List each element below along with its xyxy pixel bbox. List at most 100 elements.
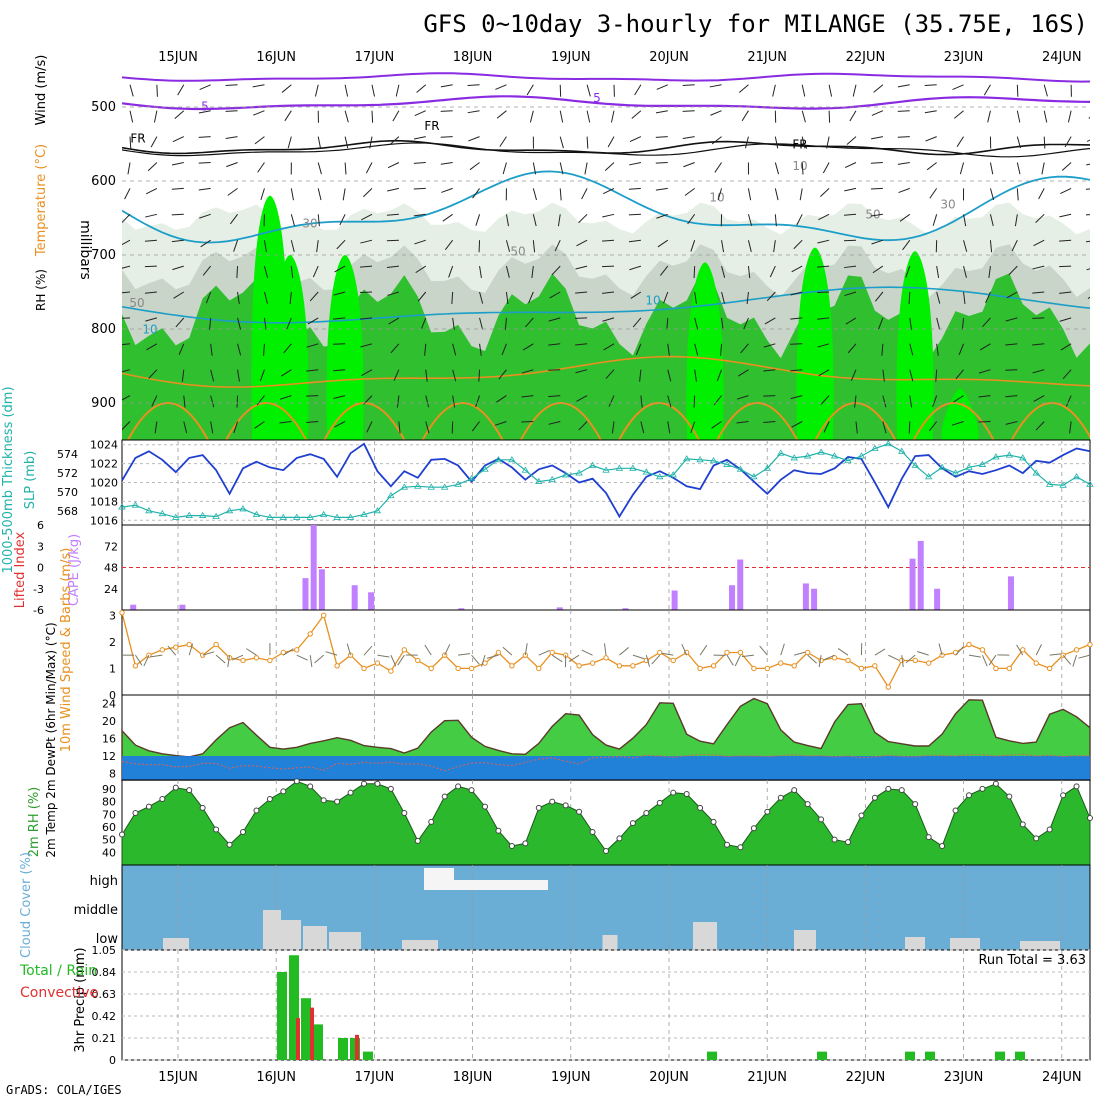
precip-bar bbox=[925, 1051, 935, 1060]
wind-barb bbox=[144, 291, 157, 294]
rh-point bbox=[280, 788, 287, 795]
wind-barb bbox=[655, 187, 668, 191]
wind-barb bbox=[823, 421, 830, 433]
wind-barb bbox=[479, 343, 482, 356]
wind-barb bbox=[909, 395, 913, 408]
wind-barb bbox=[290, 214, 295, 227]
wind-point bbox=[119, 609, 125, 616]
legend-rh: RH (%) bbox=[34, 269, 48, 311]
rh-area-dark bbox=[122, 273, 1090, 440]
wind-barb bbox=[387, 187, 399, 192]
wind-barb bbox=[897, 110, 910, 112]
wind-barb bbox=[870, 213, 883, 217]
wind-barb bbox=[924, 84, 937, 87]
series-line bbox=[121, 612, 1091, 689]
wind-barb bbox=[897, 84, 910, 88]
thickness-point bbox=[508, 456, 516, 463]
thickness-point bbox=[911, 461, 919, 468]
wind-point bbox=[240, 657, 246, 664]
wind-barb bbox=[397, 654, 405, 666]
wind-barb bbox=[202, 265, 212, 276]
wind-point bbox=[737, 649, 744, 656]
wind-barb bbox=[878, 317, 884, 330]
wind-barb bbox=[440, 110, 453, 112]
wind-barb bbox=[575, 265, 588, 270]
wind-point bbox=[791, 663, 797, 669]
wind-barb bbox=[1016, 644, 1024, 656]
wind-barb bbox=[505, 214, 510, 227]
wind-barb bbox=[603, 643, 607, 656]
wind-barb bbox=[766, 291, 776, 302]
wind-barb bbox=[796, 214, 803, 226]
wind-barb bbox=[870, 162, 883, 164]
contour-label: 10 bbox=[142, 322, 157, 336]
wind-barb bbox=[936, 343, 939, 356]
rh-tick-label: 90 bbox=[102, 783, 116, 796]
wind-barb bbox=[736, 395, 749, 400]
cape-bar bbox=[302, 578, 309, 610]
wind-barb bbox=[747, 266, 751, 279]
wind-barb bbox=[602, 213, 615, 218]
rh-point bbox=[724, 841, 730, 848]
wind-barb bbox=[667, 343, 670, 356]
wind-barb bbox=[360, 317, 373, 320]
wind-point bbox=[589, 660, 596, 666]
wind-barb bbox=[1061, 162, 1072, 171]
wind-barb bbox=[630, 291, 642, 299]
wind-barb bbox=[210, 369, 215, 382]
thickness-point bbox=[642, 468, 651, 475]
wind-barb bbox=[557, 214, 561, 227]
temp-tick-label: 24 bbox=[102, 698, 116, 711]
wind-barb bbox=[314, 654, 324, 664]
wind-barb bbox=[309, 655, 313, 668]
wind-point bbox=[455, 665, 461, 672]
wind-barb bbox=[371, 84, 376, 97]
wind-barb bbox=[763, 395, 776, 397]
rh-point bbox=[777, 794, 784, 801]
wind-barb bbox=[237, 291, 240, 304]
wind-barb bbox=[309, 291, 319, 302]
wind-barb bbox=[747, 188, 752, 201]
wind-barb bbox=[279, 421, 292, 424]
wind-barb bbox=[395, 84, 400, 97]
footer-credit: GrADS: COLA/IGES bbox=[6, 1083, 122, 1097]
wind-barb bbox=[603, 343, 615, 351]
wind-barb bbox=[963, 265, 967, 278]
precip-axis-label: 3hr Precip (mm) bbox=[73, 947, 88, 1052]
wind-barb bbox=[872, 265, 884, 274]
thickness-point bbox=[682, 455, 691, 462]
wind-point bbox=[267, 657, 273, 664]
wind-barb bbox=[334, 265, 346, 273]
wind-barb bbox=[854, 395, 857, 408]
wind-barb bbox=[1069, 421, 1072, 434]
wind-barb bbox=[307, 317, 319, 325]
bottom-date-label: 22JUN bbox=[846, 1070, 886, 1085]
thickness-point bbox=[871, 444, 879, 451]
wind-barb bbox=[709, 84, 722, 88]
wind-barb bbox=[398, 421, 401, 434]
wind-barb bbox=[1086, 139, 1090, 142]
wind-barb bbox=[1005, 369, 1018, 371]
precip-bar bbox=[301, 998, 311, 1060]
rh-point bbox=[670, 789, 677, 796]
wind-barb bbox=[425, 421, 430, 434]
rh-point bbox=[697, 804, 704, 811]
wind-barb bbox=[1085, 188, 1090, 190]
rh-point bbox=[1006, 793, 1013, 800]
wind-point bbox=[979, 647, 986, 653]
wind-barb bbox=[538, 649, 550, 656]
thickness-point bbox=[521, 466, 530, 473]
wind-barb bbox=[601, 265, 615, 268]
thickness-point bbox=[1059, 481, 1067, 488]
wind-barb bbox=[898, 187, 910, 194]
wind-barb bbox=[425, 395, 430, 408]
wind-barb bbox=[667, 395, 672, 408]
wind-barb bbox=[1035, 421, 1045, 431]
wind-point bbox=[724, 649, 730, 656]
wind-barb bbox=[917, 651, 929, 656]
wind-barb bbox=[393, 369, 400, 381]
thickness-point bbox=[279, 513, 288, 520]
thickness-point bbox=[844, 457, 852, 464]
wind-barb bbox=[908, 421, 911, 434]
wind-point bbox=[804, 649, 811, 656]
